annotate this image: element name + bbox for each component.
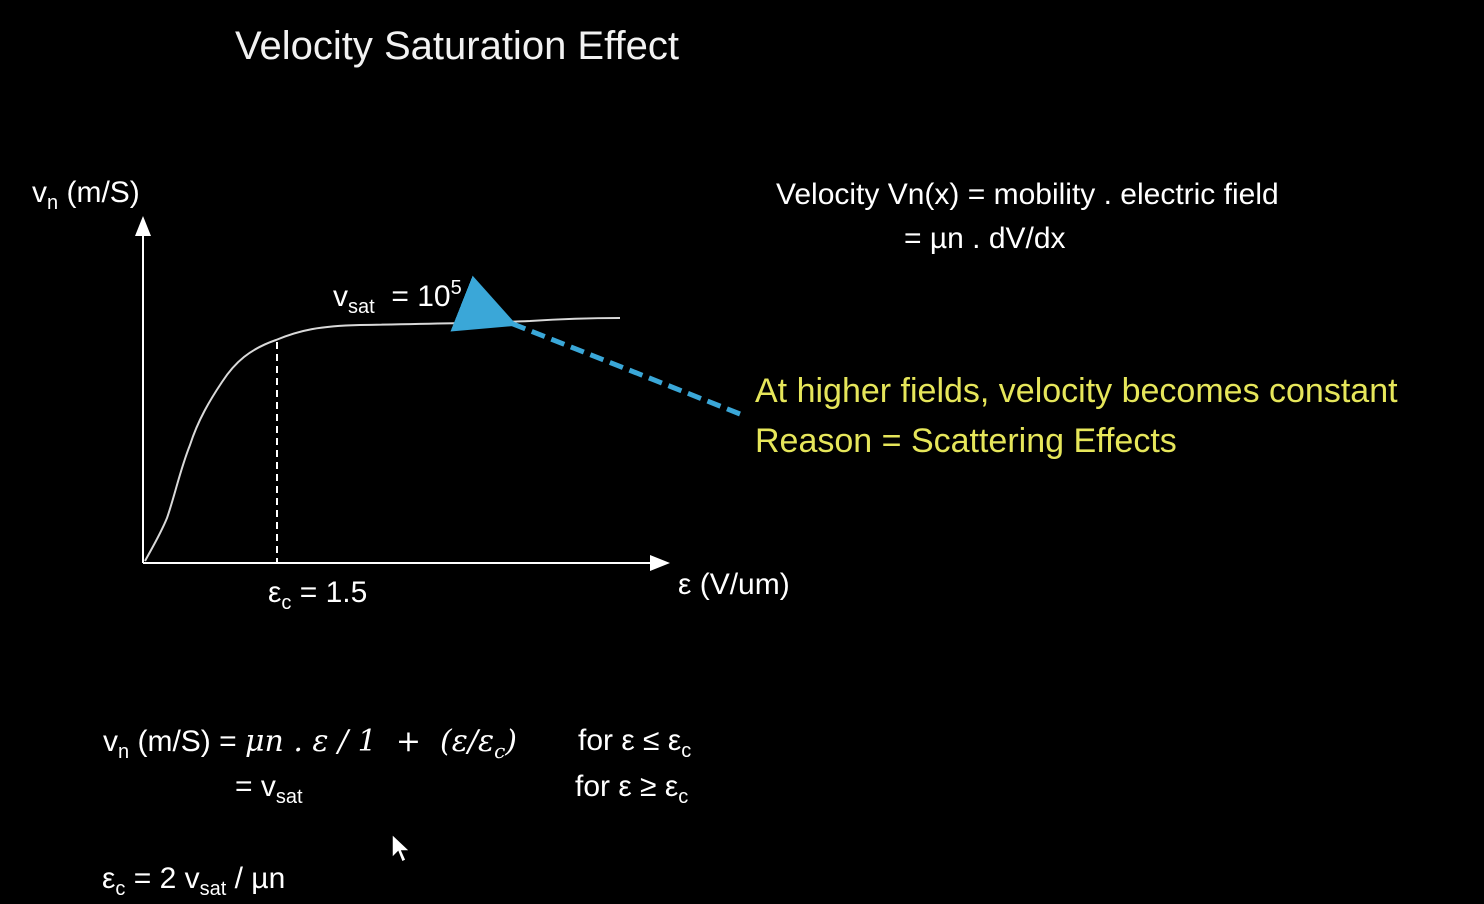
- y-axis-label: vn (m/S): [32, 176, 140, 214]
- vsat-label: vsat = 105: [333, 277, 462, 318]
- condition-high-field: for ε ≥ εc: [575, 770, 689, 808]
- slide-title: Velocity Saturation Effect: [235, 24, 679, 68]
- critical-field-formula: εc = 2 vsat / µn: [102, 862, 286, 900]
- velocity-equation-line2: = µn . dV/dx: [904, 222, 1066, 255]
- mouse-cursor-icon: [391, 832, 412, 864]
- condition-low-field: for ε ≤ εc: [578, 724, 692, 762]
- saturation-arrow: [450, 275, 741, 417]
- note-reason: Reason = Scattering Effects: [755, 422, 1177, 460]
- note-high-fields: At higher fields, velocity becomes const…: [755, 372, 1398, 410]
- critical-field-label: εc = 1.5: [268, 576, 368, 614]
- velocity-equation-line1: Velocity Vn(x) = mobility . electric fie…: [776, 178, 1279, 211]
- x-axis-label: ε (V/um): [678, 568, 790, 601]
- velocity-formula-low-field: vn (m/S) = μn . ε / 1 + (ε/εc): [103, 724, 517, 763]
- velocity-curve: [144, 317, 621, 562]
- velocity-formula-high-field: = vsat: [235, 770, 303, 808]
